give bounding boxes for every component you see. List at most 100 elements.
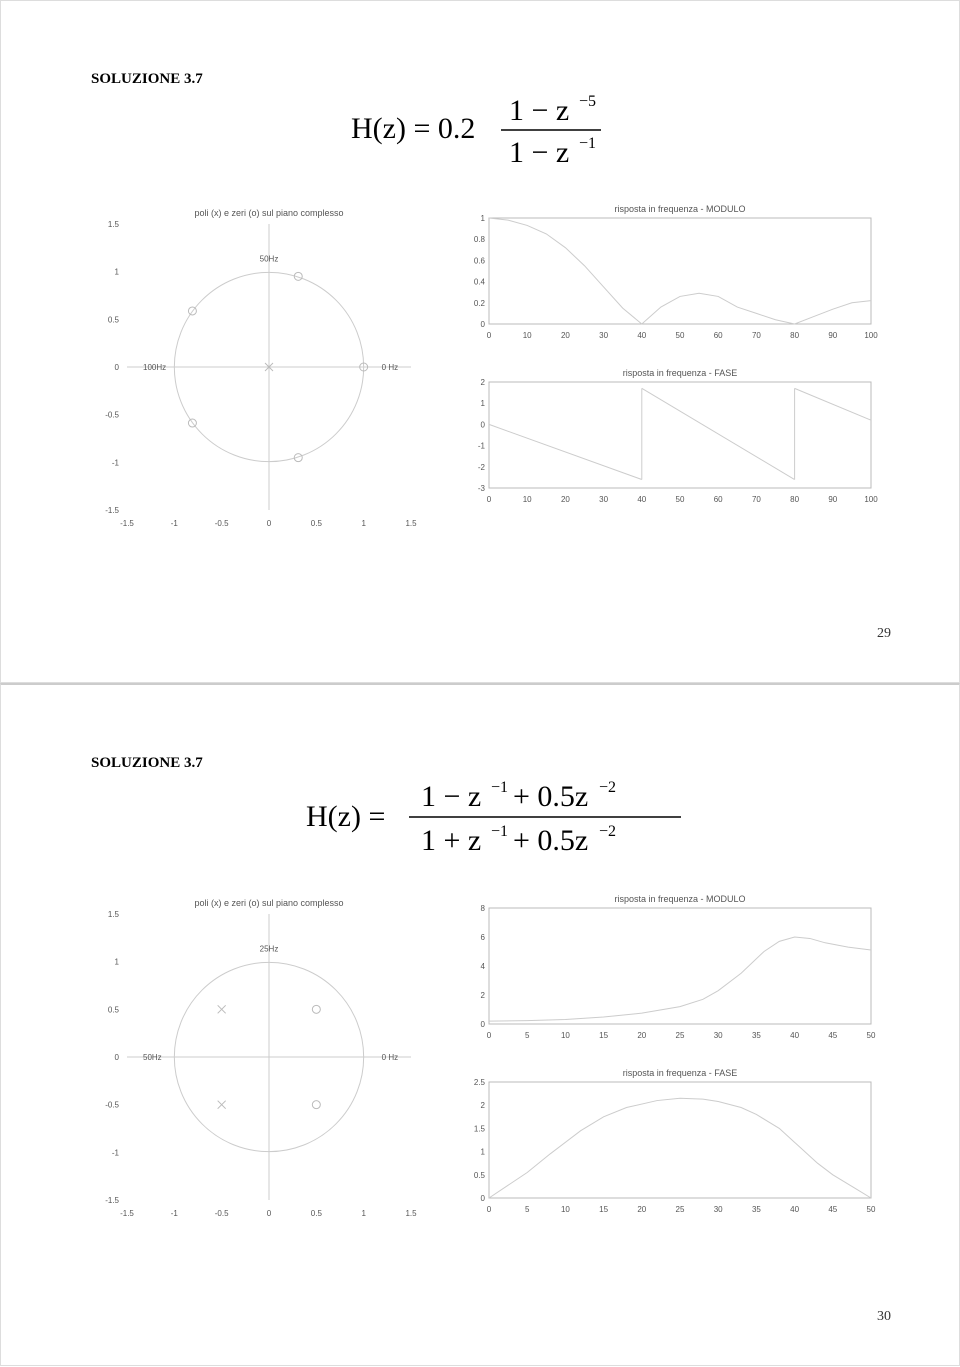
svg-text:20: 20	[637, 1031, 646, 1040]
svg-text:1.5: 1.5	[405, 1209, 417, 1218]
svg-text:−1: −1	[491, 823, 508, 840]
svg-text:-0.5: -0.5	[105, 1101, 119, 1110]
svg-text:-1.5: -1.5	[105, 506, 119, 515]
formula-1: H(z) = 0.2 1 − z −5 1 − z −1	[91, 86, 891, 174]
plot-grid-1: poli (x) e zeri (o) sul piano complesso -…	[91, 202, 891, 537]
phase-plot-2: risposta in frequenza - FASE051015202530…	[459, 1066, 879, 1216]
svg-text:5: 5	[525, 1205, 530, 1214]
svg-text:-1: -1	[171, 1209, 179, 1218]
svg-text:1: 1	[481, 214, 486, 223]
svg-text:50: 50	[867, 1205, 876, 1214]
svg-text:−5: −5	[579, 93, 596, 110]
svg-text:-0.5: -0.5	[215, 1209, 229, 1218]
page-1: SOLUZIONE 3.7 H(z) = 0.2 1 − z −5 1 − z …	[0, 0, 960, 683]
formula-2: H(z) = 1 − z −1 + 0.5z −2 1 + z −1 + 0.5…	[91, 770, 891, 864]
svg-text:0 Hz: 0 Hz	[382, 1053, 398, 1062]
svg-text:4: 4	[481, 962, 486, 971]
svg-text:35: 35	[752, 1205, 761, 1214]
svg-text:0.8: 0.8	[474, 235, 486, 244]
document: SOLUZIONE 3.7 H(z) = 0.2 1 − z −5 1 − z …	[0, 0, 960, 1366]
svg-text:30: 30	[599, 331, 608, 340]
svg-text:2: 2	[481, 378, 486, 387]
svg-text:0.5: 0.5	[311, 1209, 323, 1218]
page-number-2: 30	[877, 1309, 891, 1325]
svg-text:0.5: 0.5	[474, 1171, 486, 1180]
svg-text:100: 100	[864, 495, 878, 504]
magnitude-plot-1: risposta in frequenza - MODULO0102030405…	[459, 202, 879, 342]
svg-text:10: 10	[523, 495, 532, 504]
svg-text:15: 15	[599, 1205, 608, 1214]
svg-text:1: 1	[361, 519, 366, 528]
svg-text:30: 30	[599, 495, 608, 504]
svg-text:1 − z: 1 − z	[509, 136, 569, 169]
svg-text:50: 50	[867, 1031, 876, 1040]
svg-text:90: 90	[828, 495, 837, 504]
svg-text:1 − z: 1 − z	[421, 780, 481, 813]
page-2: SOLUZIONE 3.7 H(z) = 1 − z −1 + 0.5z −2 …	[0, 683, 960, 1366]
svg-text:10: 10	[523, 331, 532, 340]
svg-text:25: 25	[676, 1031, 685, 1040]
svg-text:-1: -1	[478, 442, 486, 451]
formula-prefix: H(z) = 0.2	[351, 112, 475, 145]
svg-text:-1: -1	[112, 1148, 120, 1157]
svg-text:1: 1	[481, 399, 486, 408]
svg-text:-1: -1	[171, 519, 179, 528]
svg-text:10: 10	[561, 1031, 570, 1040]
svg-text:50: 50	[676, 495, 685, 504]
svg-text:80: 80	[790, 495, 799, 504]
svg-text:-2: -2	[478, 463, 486, 472]
svg-text:risposta in frequenza - MODULO: risposta in frequenza - MODULO	[614, 894, 745, 904]
svg-text:-1.5: -1.5	[120, 519, 134, 528]
svg-text:70: 70	[752, 495, 761, 504]
svg-text:70: 70	[752, 331, 761, 340]
svg-text:45: 45	[828, 1205, 837, 1214]
svg-text:risposta in frequenza - FASE: risposta in frequenza - FASE	[623, 1068, 738, 1078]
svg-text:−1: −1	[579, 135, 596, 152]
svg-text:1.5: 1.5	[108, 910, 120, 919]
svg-text:−1: −1	[491, 779, 508, 796]
svg-text:80: 80	[790, 331, 799, 340]
svg-text:30: 30	[714, 1031, 723, 1040]
svg-text:+ 0.5z: + 0.5z	[513, 780, 588, 813]
svg-text:1: 1	[361, 1209, 366, 1218]
svg-text:0.6: 0.6	[474, 256, 486, 265]
svg-text:40: 40	[790, 1031, 799, 1040]
svg-text:1 − z: 1 − z	[509, 94, 569, 127]
svg-text:25Hz: 25Hz	[260, 945, 279, 954]
svg-text:-1: -1	[112, 458, 120, 467]
svg-text:0: 0	[487, 331, 492, 340]
svg-text:20: 20	[637, 1205, 646, 1214]
svg-text:15: 15	[599, 1031, 608, 1040]
svg-text:8: 8	[481, 904, 486, 913]
svg-text:0.5: 0.5	[108, 1005, 120, 1014]
svg-text:1: 1	[115, 958, 120, 967]
svg-text:poli (x) e zeri (o) sul piano: poli (x) e zeri (o) sul piano complesso	[194, 208, 343, 218]
svg-text:6: 6	[481, 933, 486, 942]
svg-text:40: 40	[637, 495, 646, 504]
svg-text:45: 45	[828, 1031, 837, 1040]
svg-text:0.5: 0.5	[108, 315, 120, 324]
svg-text:-0.5: -0.5	[105, 411, 119, 420]
svg-text:50: 50	[676, 331, 685, 340]
svg-text:2: 2	[481, 1101, 486, 1110]
magnitude-plot-2: risposta in frequenza - MODULO0510152025…	[459, 892, 879, 1042]
svg-text:0: 0	[481, 320, 486, 329]
svg-text:1 + z: 1 + z	[421, 824, 481, 857]
svg-text:0.5: 0.5	[311, 519, 323, 528]
svg-text:50Hz: 50Hz	[260, 255, 279, 264]
svg-text:20: 20	[561, 495, 570, 504]
svg-text:0: 0	[115, 1053, 120, 1062]
svg-text:0: 0	[487, 495, 492, 504]
svg-text:35: 35	[752, 1031, 761, 1040]
svg-text:2: 2	[481, 991, 486, 1000]
svg-text:-1.5: -1.5	[120, 1209, 134, 1218]
svg-text:5: 5	[525, 1031, 530, 1040]
svg-text:risposta in frequenza - FASE: risposta in frequenza - FASE	[623, 368, 738, 378]
svg-text:1.5: 1.5	[108, 220, 120, 229]
svg-text:40: 40	[790, 1205, 799, 1214]
svg-text:100: 100	[864, 331, 878, 340]
svg-text:poli (x) e zeri (o) sul piano: poli (x) e zeri (o) sul piano complesso	[194, 898, 343, 908]
svg-text:90: 90	[828, 331, 837, 340]
plot-grid-2: poli (x) e zeri (o) sul piano complesso -…	[91, 892, 891, 1227]
svg-text:100Hz: 100Hz	[143, 363, 166, 372]
